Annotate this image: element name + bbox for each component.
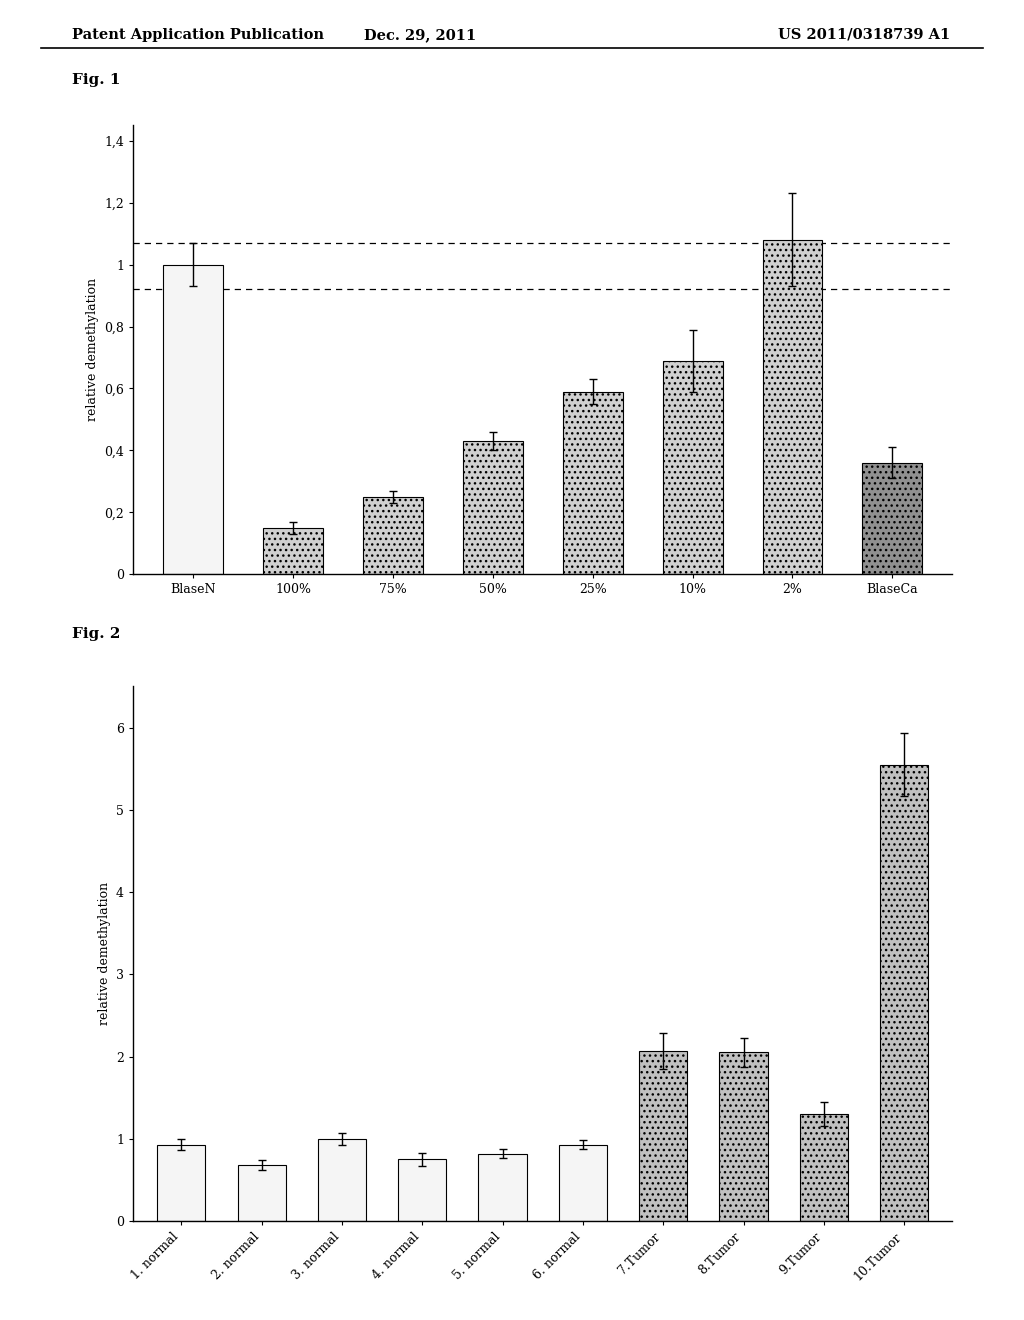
Bar <box>563 392 623 574</box>
Text: Fig. 2: Fig. 2 <box>72 627 120 642</box>
Bar <box>720 1052 768 1221</box>
Y-axis label: relative demethylation: relative demethylation <box>86 279 98 421</box>
Bar <box>163 265 223 574</box>
Bar <box>559 1144 607 1221</box>
Bar <box>880 764 928 1221</box>
Text: Patent Application Publication: Patent Application Publication <box>72 28 324 42</box>
Text: Dec. 29, 2011: Dec. 29, 2011 <box>364 28 476 42</box>
Bar <box>317 1139 366 1221</box>
Bar <box>800 1114 848 1221</box>
Bar <box>263 528 323 574</box>
Bar <box>238 1166 286 1221</box>
Bar <box>663 360 723 574</box>
Text: Fig. 1: Fig. 1 <box>72 73 120 87</box>
Bar <box>463 441 522 574</box>
Bar <box>478 1154 526 1221</box>
Bar <box>763 240 822 574</box>
Bar <box>362 496 423 574</box>
Bar <box>398 1159 446 1221</box>
Y-axis label: relative demethylation: relative demethylation <box>97 882 111 1026</box>
Bar <box>639 1051 687 1221</box>
Bar <box>862 463 923 574</box>
Bar <box>158 1144 206 1221</box>
Text: US 2011/0318739 A1: US 2011/0318739 A1 <box>778 28 950 42</box>
